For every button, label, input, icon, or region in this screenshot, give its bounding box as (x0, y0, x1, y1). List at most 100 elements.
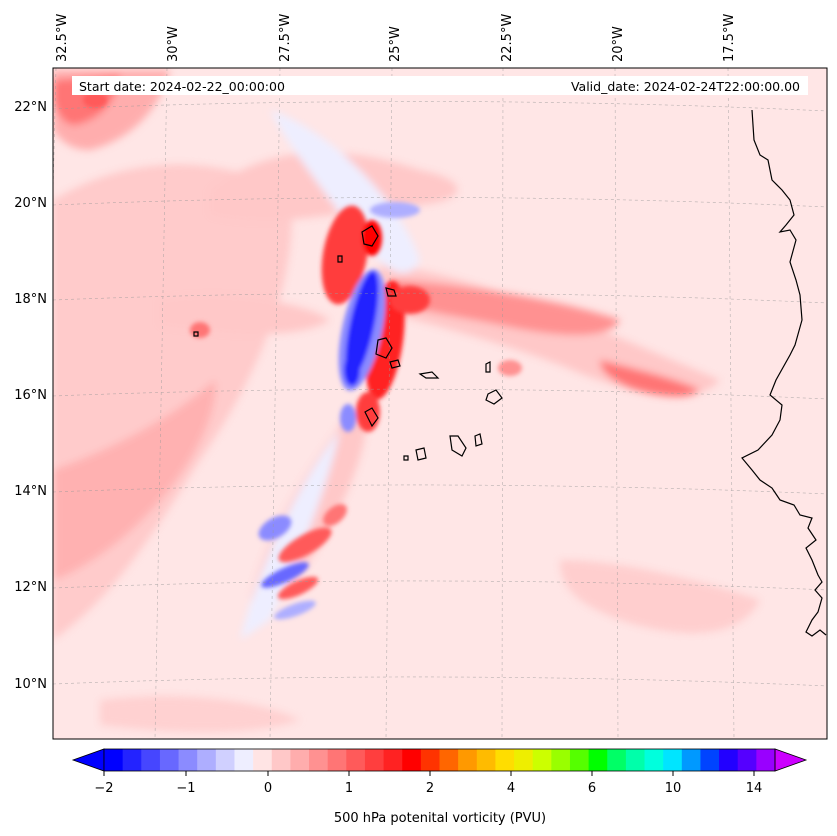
pv-streak-blue-south-2 (258, 515, 292, 541)
island-10 (415, 447, 427, 461)
pv-region-southeast-pale (560, 560, 760, 634)
lat-label: 12°N (14, 580, 47, 595)
start-date-label: Start date: 2024-02-22_00:00:00 (79, 79, 285, 94)
colorbar-ticks (103, 771, 755, 776)
pv-blob-blue-north (370, 202, 420, 218)
colorbar-label: 500 hPa potenital vorticity (PVU) (334, 811, 546, 826)
lat-label: 18°N (14, 292, 47, 307)
island-14 (385, 287, 397, 297)
colorbar-segment (178, 749, 198, 771)
island-1 (361, 225, 379, 247)
lat-label: 22°N (14, 100, 47, 115)
lon-label: 20°W (611, 26, 626, 62)
colorbar-tick-label: 10 (665, 781, 682, 796)
island-3 (364, 407, 379, 428)
island-5 (418, 371, 440, 379)
colorbar-segment (569, 749, 590, 771)
colorbar-segment (364, 749, 385, 771)
colorbar-segment (700, 749, 720, 771)
colorbar-segment (346, 749, 366, 771)
latitude-labels: 22°N 20°N 18°N 16°N 14°N 12°N 10°N (14, 100, 47, 692)
valid-date-label: Valid_date: 2024-02-24T22:00:00.00 (571, 79, 800, 94)
map-panel: Start date: 2024-02-22_00:00:00 Valid_da… (14, 14, 828, 740)
island-6 (485, 361, 491, 373)
colorbar-segment (402, 749, 422, 771)
colorbar-tick-labels: −2 −1 0 1 2 4 6 10 14 (94, 781, 762, 796)
colorbar-segment (309, 749, 329, 771)
colorbar-segment (234, 749, 254, 771)
pv-streak-blue-south-3 (274, 600, 316, 620)
colorbar-segment (681, 749, 701, 771)
colorbar-segment (327, 749, 347, 771)
colorbar-segment (756, 749, 776, 771)
colorbar-max-arrow (774, 748, 808, 772)
colorbar-tick-label: 4 (507, 781, 515, 796)
pv-region-blue-pale-north (270, 110, 420, 274)
pv-streak-red-south-2 (277, 576, 319, 600)
lat-label: 16°N (14, 388, 47, 403)
lon-label: 27.5°W (278, 14, 293, 62)
pv-blob-blue-small (340, 404, 356, 432)
pv-region-east-jet (395, 280, 620, 335)
colorbar-tick-label: 2 (426, 781, 434, 796)
lat-label: 14°N (14, 484, 47, 499)
colorbar-segment (588, 749, 608, 771)
colorbar-segment (719, 749, 739, 771)
longitude-labels: 32.5°W 30°W 27.5°W 25°W 22.5°W 20°W 17.5… (55, 14, 737, 62)
island-8 (449, 435, 467, 457)
colorbar-tick-label: 1 (345, 781, 353, 796)
colorbar-tick-label: 6 (588, 781, 596, 796)
colorbar-segment (514, 749, 534, 771)
africa-coastline (741, 109, 827, 637)
colorbar: −2 −1 0 1 2 4 6 10 14 500 hPa potenital … (71, 748, 808, 826)
colorbar-segment (290, 749, 310, 771)
pv-core-blue-south (344, 354, 360, 386)
colorbar-tick-label: 14 (746, 781, 763, 796)
colorbar-segment (737, 749, 757, 771)
pv-core-blue (345, 271, 379, 379)
island-9 (474, 433, 483, 447)
pv-region-east-jet-tail (600, 360, 700, 397)
lon-label: 32.5°W (55, 14, 70, 62)
colorbar-segment (271, 749, 291, 771)
island-4 (389, 359, 401, 369)
colorbar-segment (383, 749, 403, 771)
colorbar-frame (103, 748, 776, 772)
date-label-box (72, 76, 808, 95)
colorbar-tick-label: −2 (94, 781, 113, 796)
colorbar-segment (532, 749, 552, 771)
island-2 (375, 337, 393, 359)
colorbar-segment (197, 749, 217, 771)
colorbar-segment (141, 749, 161, 771)
pv-streak-red-south-1 (278, 527, 332, 563)
lon-label: 25°W (388, 26, 403, 62)
pv-core-red-north (321, 205, 369, 305)
colorbar-segment (215, 749, 235, 771)
pv-streak-blue-south-1 (261, 562, 309, 588)
map-frame (52, 67, 828, 740)
pv-core-red-south (356, 392, 380, 432)
lat-label: 20°N (14, 196, 47, 211)
island-7 (485, 389, 503, 405)
colorbar-segment (458, 749, 478, 771)
colorbar-segment (253, 749, 273, 771)
pv-region-west-arc-core (53, 380, 216, 580)
pv-blob-nw-red (83, 92, 107, 108)
island-12 (337, 255, 343, 263)
pv-blob-east-red (498, 360, 522, 376)
colorbar-segment (607, 749, 627, 771)
lon-label: 30°W (166, 26, 181, 62)
pv-blob-west-red (190, 322, 210, 338)
lat-label: 10°N (14, 677, 47, 692)
colorbar-segment (644, 749, 664, 771)
colorbar-segment (420, 749, 440, 771)
pv-field (53, 68, 827, 739)
colorbar-segment (122, 749, 142, 771)
colorbar-segment (495, 749, 515, 771)
colorbar-tick-label: −1 (176, 781, 195, 796)
colorbar-segment (104, 749, 124, 771)
colorbar-segment (476, 749, 496, 771)
island-11 (403, 455, 409, 461)
colorbar-segment (439, 749, 459, 771)
